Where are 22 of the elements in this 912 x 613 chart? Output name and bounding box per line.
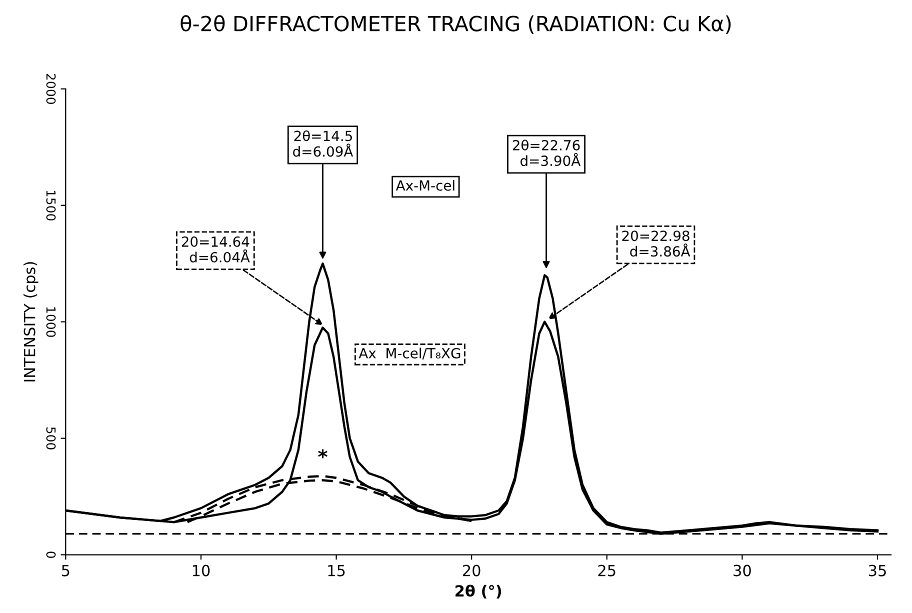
y-tick-label: 500 xyxy=(46,427,56,450)
y-axis-title: INTENSITY (cps) xyxy=(24,262,38,382)
x-tick-label: 15 xyxy=(328,564,345,576)
annotation: 2θ=22.76 d=3.90Å xyxy=(512,140,581,166)
x-axis-title: 2θ (°) xyxy=(456,584,502,598)
annotation: * xyxy=(318,449,328,458)
y-tick-label: 2000 xyxy=(46,74,56,104)
x-tick-label: 5 xyxy=(62,564,70,576)
annotation: 20=22.98 d=3.86Å xyxy=(622,230,690,257)
y-tick-label: 0 xyxy=(46,552,56,558)
x-tick-label: 20 xyxy=(462,564,480,576)
series-label: Ax M-cel/T₈XG xyxy=(358,348,460,360)
x-tick-label: 30 xyxy=(734,564,751,576)
annotation: 20=14.64 d=6.04Å xyxy=(182,236,250,262)
x-tick-label: 25 xyxy=(598,564,616,576)
annotation: 2θ=14.5 d=6.09Å xyxy=(293,130,354,157)
y-tick-label: 1000 xyxy=(46,307,56,337)
chart-title: θ-2θ DIFFRACTOMETER TRACING (RADIATION: Cu Kα) xyxy=(180,15,731,34)
y-tick-label: 1500 xyxy=(46,190,56,220)
text: Ax-M-cel xyxy=(396,180,454,191)
x-tick-label: 35 xyxy=(868,564,886,576)
x-tick-label: 10 xyxy=(192,564,210,576)
